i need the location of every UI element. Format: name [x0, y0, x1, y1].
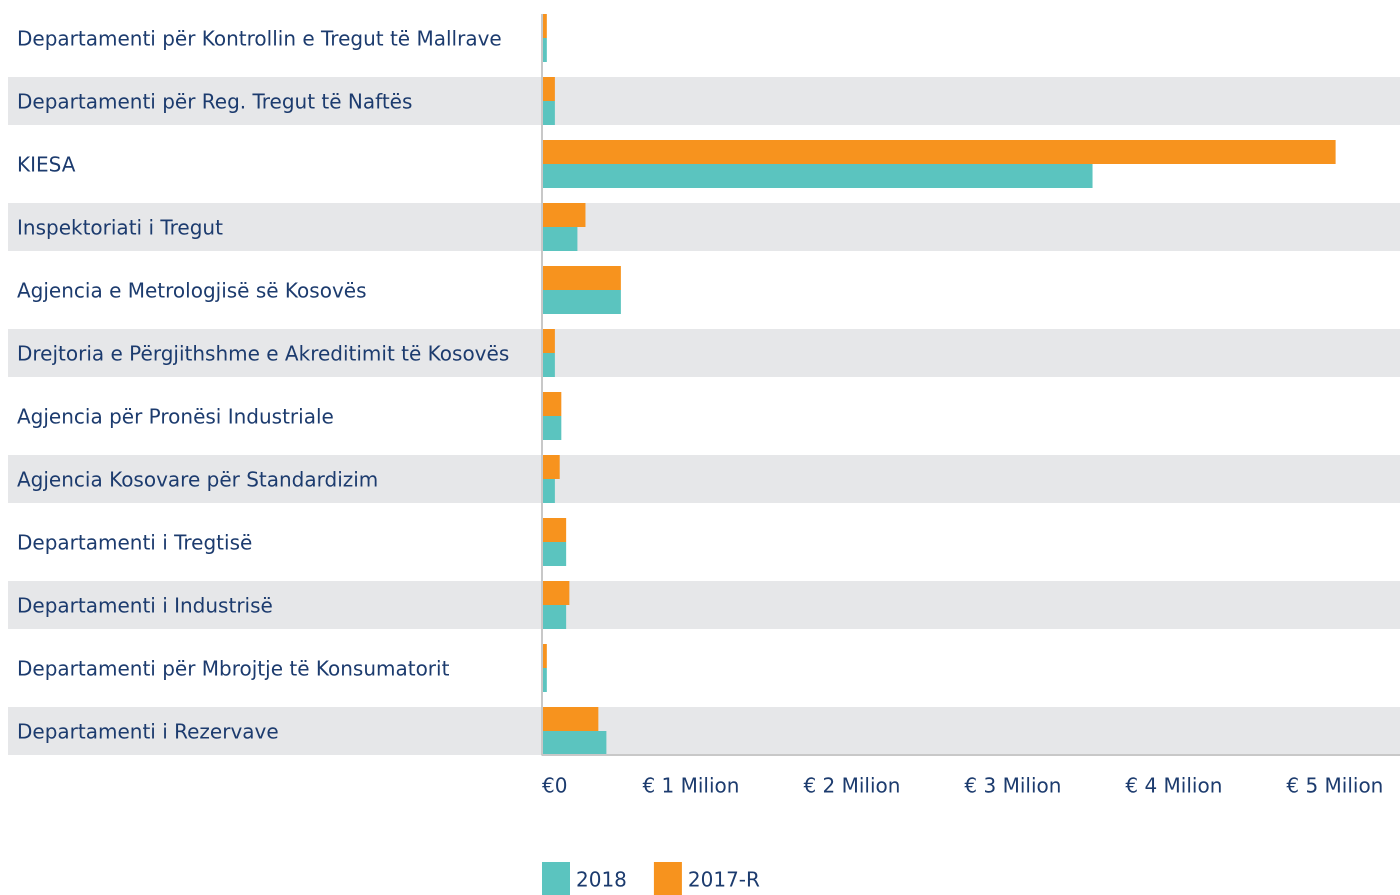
row-band	[8, 77, 1400, 125]
x-tick-label: €0	[542, 774, 567, 798]
category-label: Departamenti për Kontrollin e Tregut të …	[17, 27, 502, 51]
category-label: Agjencia për Pronësi Industriale	[17, 405, 334, 429]
bar	[542, 353, 555, 377]
bar	[542, 479, 555, 503]
category-label: Drejtoria e Përgjithshme e Akreditimit t…	[17, 342, 509, 366]
row-band	[8, 203, 1400, 251]
bar	[542, 416, 562, 440]
category-label: Departamenti i Industrisë	[17, 594, 273, 618]
bar	[542, 38, 547, 62]
x-tick-label: € 5 Milion	[1286, 774, 1383, 798]
bar	[542, 266, 621, 290]
row-band	[8, 707, 1400, 755]
bar	[542, 227, 578, 251]
bar	[542, 392, 562, 416]
bar	[542, 455, 560, 479]
bar	[542, 518, 567, 542]
category-label: Departamenti i Tregtisë	[17, 531, 252, 555]
legend-label: 2017-R	[688, 868, 760, 892]
bar	[542, 14, 547, 38]
category-label: Agjencia Kosovare për Standardizim	[17, 468, 378, 492]
x-tick-label: € 2 Milion	[803, 774, 900, 798]
x-tick-label: € 1 Milion	[642, 774, 739, 798]
category-label: Agjencia e Metrologjisë së Kosovës	[17, 279, 367, 303]
legend-swatch	[542, 862, 570, 895]
x-tick-label: € 4 Milion	[1125, 774, 1222, 798]
bar	[542, 605, 567, 629]
bar	[542, 77, 555, 101]
bar	[542, 164, 1093, 188]
bar	[542, 542, 567, 566]
category-label: Departamenti për Mbrojtje të Konsumatori…	[17, 657, 450, 681]
bar	[542, 290, 621, 314]
legend-label: 2018	[576, 868, 627, 892]
bar	[542, 731, 607, 755]
bar	[542, 581, 570, 605]
category-label: Inspektoriati i Tregut	[17, 216, 223, 240]
category-label: Departamenti i Rezervave	[17, 720, 279, 744]
x-tick-label: € 3 Milion	[964, 774, 1061, 798]
category-label: Departamenti për Reg. Tregut të Naftës	[17, 90, 412, 114]
bar	[542, 668, 547, 692]
bar	[542, 140, 1336, 164]
bar	[542, 101, 555, 125]
bar	[542, 203, 586, 227]
row-band	[8, 329, 1400, 377]
bar	[542, 644, 547, 668]
bar	[542, 329, 555, 353]
category-label: KIESA	[17, 153, 76, 177]
legend-swatch	[653, 862, 682, 895]
row-band	[8, 581, 1400, 629]
bar	[542, 707, 599, 731]
row-band	[8, 455, 1400, 503]
